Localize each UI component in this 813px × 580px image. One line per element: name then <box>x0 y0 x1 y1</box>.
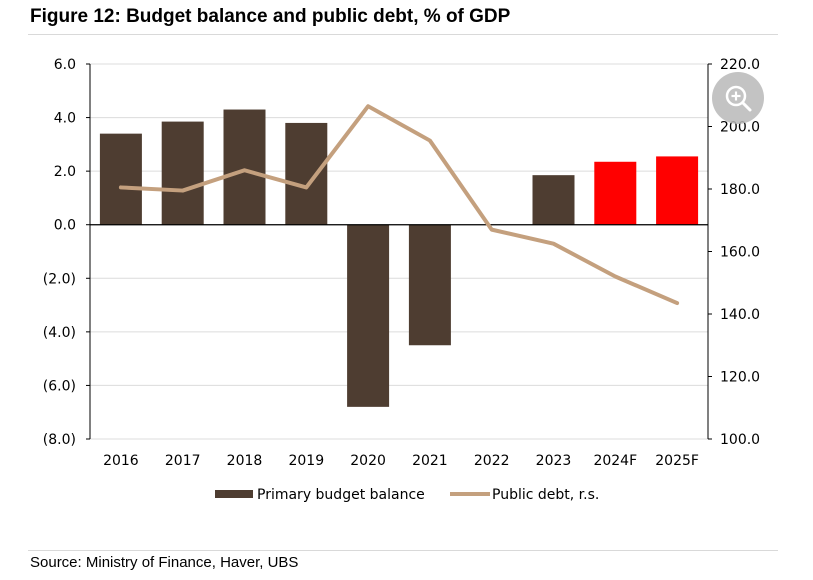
right-axis-tick-label: 160.0 <box>720 245 760 261</box>
left-axis-tick-label: (2.0) <box>43 271 76 287</box>
bar-2021 <box>408 224 451 346</box>
x-axis-tick-label: 2022 <box>474 453 510 469</box>
legend-swatch-primary-budget-balance <box>215 490 253 498</box>
bar-2019 <box>285 122 328 225</box>
right-axis-tick-label: 140.0 <box>720 307 760 323</box>
line-public-debt <box>118 104 680 306</box>
right-axis-tick-label: 100.0 <box>720 432 760 448</box>
left-axis-tick-label: 4.0 <box>54 111 76 127</box>
zoom-in-icon <box>725 85 752 112</box>
x-axis-tick-label: 2016 <box>103 453 139 469</box>
x-axis-tick-label: 2023 <box>536 453 572 469</box>
legend: Primary budget balance Public debt, r.s. <box>215 487 599 503</box>
left-axis-tick-label: (8.0) <box>43 432 76 448</box>
tick-labels: 6.0 4.0 2.0 0.0 (2.0) (4.0) (6.0) (8.0) 220.0 200… <box>43 57 760 469</box>
legend-label-public-debt: Public debt, r.s. <box>492 487 599 503</box>
right-axis-tick-label: 180.0 <box>720 182 760 198</box>
bar-2023 <box>532 175 575 225</box>
legend-label-primary-budget-balance: Primary budget balance <box>257 487 425 503</box>
bar-2018 <box>223 109 266 225</box>
bar-2017 <box>161 121 204 225</box>
x-axis-tick-label: 2025F <box>655 453 699 469</box>
chart: 6.0 4.0 2.0 0.0 (2.0) (4.0) (6.0) (8.0) 220.0 200… <box>43 57 760 503</box>
line-series-public-debt <box>118 104 680 306</box>
left-axis-tick-label: (4.0) <box>43 325 76 341</box>
x-axis-tick-label: 2020 <box>350 453 386 469</box>
x-axis-tick-label: 2018 <box>227 453 263 469</box>
left-axis-tick-label: 2.0 <box>54 164 76 180</box>
title-divider <box>28 34 778 35</box>
axes <box>86 63 712 440</box>
bar-2025f <box>656 156 699 225</box>
x-axis-tick-label: 2021 <box>412 453 448 469</box>
left-axis-tick-label: 6.0 <box>54 57 76 73</box>
source-note: Source: Ministry of Finance, Haver, UBS <box>30 554 299 571</box>
right-axis-tick-label: 120.0 <box>720 370 760 386</box>
bar-2016 <box>99 133 142 225</box>
right-axis-tick-label: 200.0 <box>720 120 760 136</box>
source-divider <box>28 550 778 551</box>
left-axis-tick-label: 0.0 <box>54 218 76 234</box>
zoom-button[interactable] <box>712 72 764 124</box>
figure-title: Figure 12: Budget balance and public deb… <box>30 6 511 27</box>
gridlines <box>90 63 708 440</box>
bar-2024f <box>594 161 637 225</box>
x-axis-tick-label: 2024F <box>593 453 637 469</box>
left-axis-tick-label: (6.0) <box>43 378 76 394</box>
x-axis-tick-label: 2017 <box>165 453 201 469</box>
x-axis-tick-label: 2019 <box>288 453 324 469</box>
bar-2020 <box>347 224 390 407</box>
bar-series-primary-budget-balance <box>99 109 699 407</box>
right-axis-tick-label: 220.0 <box>720 57 760 73</box>
